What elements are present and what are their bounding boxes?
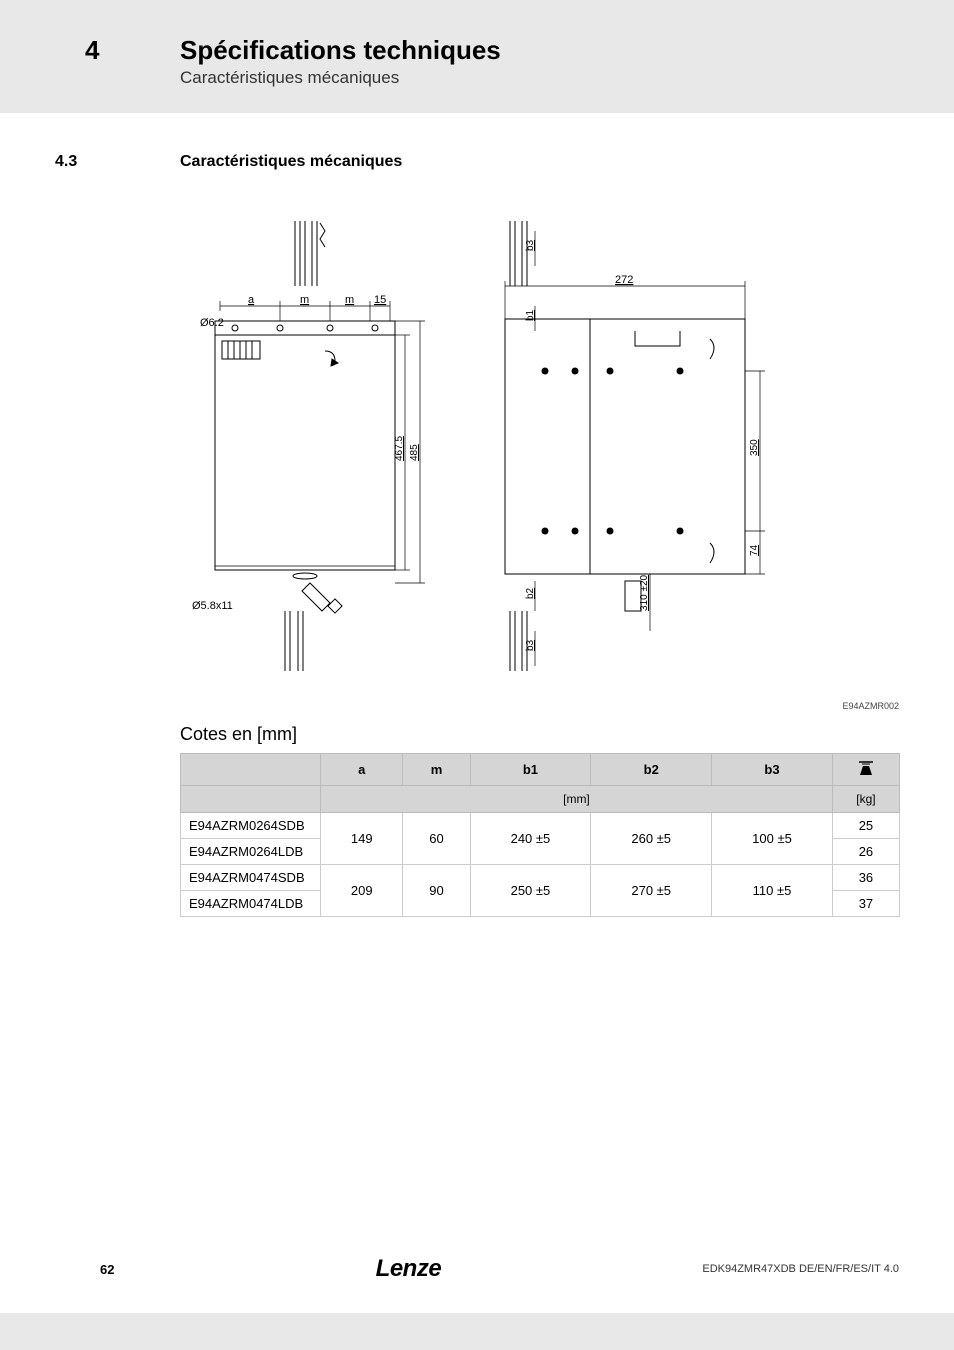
cell-b3: 110 ±5 [712,865,833,917]
dim-485: 485 [409,444,420,461]
col-b1: b1 [470,754,591,786]
cell-kg: 37 [832,891,899,917]
dim-467: 467.5 [394,436,405,461]
col-b2: b2 [591,754,712,786]
unit-kg: [kg] [832,786,899,813]
table-caption: Cotes en [mm] [180,724,899,745]
table-row: E94AZRM0474SDB 209 90 250 ±5 270 ±5 110 … [181,865,900,891]
dim-m1: m [300,294,309,306]
brand-logo: Lenze [376,1255,442,1283]
chapter-number: 4 [85,35,99,66]
col-a: a [321,754,403,786]
col-weight [832,754,899,786]
cell-part: E94AZRM0474LDB [181,891,321,917]
dimensions-table: a m b1 b2 b3 [mm] [kg] E94AZRM0264SDB 14… [180,753,900,917]
section-heading: 4.3 Caractéristiques mécaniques [55,153,899,171]
unit-mm: [mm] [321,786,833,813]
dim-b3-top: b3 [525,239,536,251]
page-content: 4.3 Caractéristiques mécaniques [0,113,954,1313]
dim-b3-bot: b3 [525,639,536,651]
cell-a: 209 [321,865,403,917]
dim-dia-top: Ø6.2 [200,317,224,329]
cell-a: 149 [321,813,403,865]
cell-b2: 260 ±5 [591,813,712,865]
drawing-svg: Ø6.2 Ø5.8x11 a m m 15 467.5 485 [180,211,880,691]
table-unit-row: [mm] [kg] [181,786,900,813]
page-header: 4 Spécifications techniques Caractéristi… [0,0,954,113]
table-row: E94AZRM0264SDB 149 60 240 ±5 260 ±5 100 … [181,813,900,839]
dim-b1: b1 [525,309,536,321]
figure-ref: E94AZMR002 [842,701,899,711]
cell-b3: 100 ±5 [712,813,833,865]
page-number: 62 [100,1262,114,1277]
cell-b2: 270 ±5 [591,865,712,917]
page-footer: 62 Lenze EDK94ZMR47XDB DE/EN/FR/ES/IT 4.… [0,1255,954,1283]
dim-310: 310 ±20 [639,574,650,611]
dim-m2: m [345,294,354,306]
cell-kg: 26 [832,839,899,865]
col-blank [181,754,321,786]
cell-part: E94AZRM0264LDB [181,839,321,865]
col-b3: b3 [712,754,833,786]
dim-350: 350 [749,439,760,456]
weight-icon [857,760,875,779]
chapter-title: Spécifications techniques [180,35,954,66]
dim-74: 74 [749,544,760,556]
technical-drawing: Ø6.2 Ø5.8x11 a m m 15 467.5 485 [180,211,899,696]
unit-blank [181,786,321,813]
table-header-row: a m b1 b2 b3 [181,754,900,786]
cell-m: 90 [403,865,470,917]
dim-b2: b2 [525,587,536,599]
cell-m: 60 [403,813,470,865]
doc-reference: EDK94ZMR47XDB DE/EN/FR/ES/IT 4.0 [702,1263,899,1275]
chapter-subtitle: Caractéristiques mécaniques [180,68,954,88]
col-m: m [403,754,470,786]
section-number: 4.3 [55,153,180,171]
cell-kg: 36 [832,865,899,891]
cell-b1: 240 ±5 [470,813,591,865]
section-title: Caractéristiques mécaniques [180,153,402,171]
dim-a: a [248,294,255,306]
cell-part: E94AZRM0474SDB [181,865,321,891]
dim-15: 15 [374,294,386,306]
dim-dia-bottom: Ø5.8x11 [192,600,233,612]
cell-part: E94AZRM0264SDB [181,813,321,839]
dim-272: 272 [615,274,633,286]
cell-kg: 25 [832,813,899,839]
cell-b1: 250 ±5 [470,865,591,917]
